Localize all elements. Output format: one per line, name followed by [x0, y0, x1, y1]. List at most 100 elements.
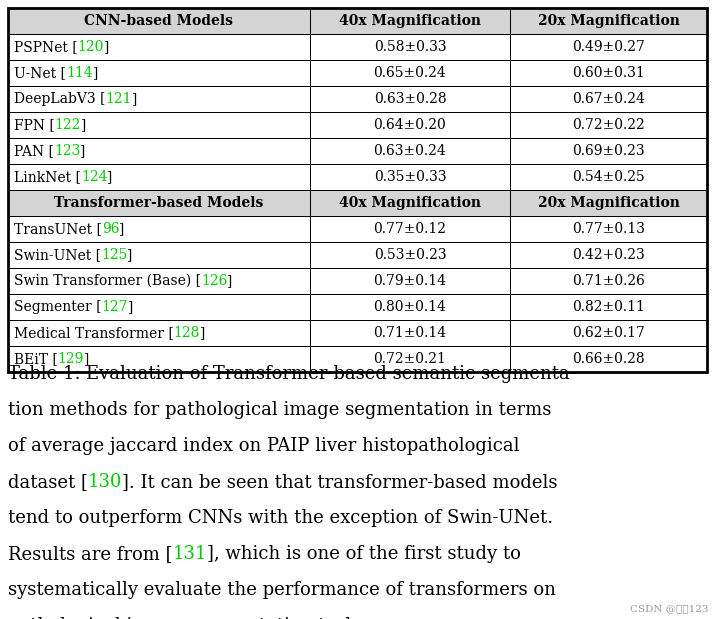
Bar	[8, 268, 310, 294]
Text: 0.71±0.14: 0.71±0.14	[373, 326, 447, 340]
Text: pathological image segmentation task.: pathological image segmentation task.	[8, 617, 363, 619]
Bar	[8, 8, 707, 34]
Bar	[8, 216, 310, 242]
Text: 0.42+0.23: 0.42+0.23	[572, 248, 645, 262]
Bar	[8, 164, 310, 190]
Bar	[8, 346, 707, 372]
Bar	[310, 320, 510, 346]
Bar	[310, 216, 510, 242]
Text: 127: 127	[102, 300, 128, 314]
Text: LinkNet [: LinkNet [	[14, 170, 81, 184]
Text: 0.49±0.27: 0.49±0.27	[572, 40, 645, 54]
Bar	[8, 60, 310, 86]
Text: 0.63±0.24: 0.63±0.24	[374, 144, 446, 158]
Text: 96: 96	[102, 222, 119, 236]
Bar	[8, 8, 310, 34]
Text: 40x Magnification: 40x Magnification	[339, 14, 481, 28]
Text: 0.53±0.23: 0.53±0.23	[374, 248, 446, 262]
Text: Evaluation of Transformer-based semantic segmenta-: Evaluation of Transformer-based semantic…	[87, 365, 576, 383]
Bar	[510, 86, 707, 112]
Text: ]. It can be seen that transformer-based models: ]. It can be seen that transformer-based…	[122, 473, 558, 491]
Text: 0.72±0.22: 0.72±0.22	[572, 118, 645, 132]
Text: tend to outperform CNNs with the exception of Swin-UNet.: tend to outperform CNNs with the excepti…	[8, 509, 553, 527]
Text: 131: 131	[172, 545, 207, 563]
Text: 0.82±0.11: 0.82±0.11	[572, 300, 645, 314]
Bar	[310, 138, 510, 164]
Text: 0.71±0.26: 0.71±0.26	[572, 274, 645, 288]
Text: ]: ]	[132, 92, 137, 106]
Bar	[510, 60, 707, 86]
Text: 0.63±0.28: 0.63±0.28	[374, 92, 446, 106]
Text: 20x Magnification: 20x Magnification	[538, 196, 679, 210]
Text: ]: ]	[127, 248, 133, 262]
Bar	[8, 294, 707, 320]
Bar	[510, 138, 707, 164]
Text: 0.67±0.24: 0.67±0.24	[572, 92, 645, 106]
Bar	[310, 190, 510, 216]
Bar	[510, 190, 707, 216]
Text: U-Net [: U-Net [	[14, 66, 66, 80]
Bar	[310, 294, 510, 320]
Bar	[8, 190, 310, 216]
Text: ]: ]	[119, 222, 124, 236]
Text: 123: 123	[54, 144, 80, 158]
Text: Swin Transformer (Base) [: Swin Transformer (Base) [	[14, 274, 201, 288]
Text: Transformer-based Models: Transformer-based Models	[54, 196, 264, 210]
Bar	[510, 320, 707, 346]
Bar	[510, 242, 707, 268]
Text: Medical Transformer [: Medical Transformer [	[14, 326, 174, 340]
Text: Table 1:: Table 1:	[8, 365, 87, 383]
Bar	[8, 320, 707, 346]
Text: PSPNet [: PSPNet [	[14, 40, 78, 54]
Text: 0.64±0.20: 0.64±0.20	[374, 118, 446, 132]
Text: 0.58±0.33: 0.58±0.33	[374, 40, 446, 54]
Text: 0.79±0.14: 0.79±0.14	[373, 274, 446, 288]
Text: 40x Magnification: 40x Magnification	[339, 196, 481, 210]
Bar	[8, 164, 707, 190]
Text: ]: ]	[200, 326, 205, 340]
Bar	[510, 216, 707, 242]
Bar	[8, 60, 707, 86]
Bar	[310, 60, 510, 86]
Text: ]: ]	[92, 66, 98, 80]
Text: Results are from [: Results are from [	[8, 545, 172, 563]
Bar	[310, 242, 510, 268]
Text: 0.62±0.17: 0.62±0.17	[572, 326, 645, 340]
Text: ], which is one of the first study to: ], which is one of the first study to	[207, 545, 521, 563]
Text: 125: 125	[101, 248, 127, 262]
Bar	[510, 346, 707, 372]
Text: 0.80±0.14: 0.80±0.14	[373, 300, 446, 314]
Bar	[510, 34, 707, 60]
Text: ]: ]	[104, 40, 109, 54]
Bar	[8, 34, 310, 60]
Bar	[310, 346, 510, 372]
Bar	[8, 216, 707, 242]
Text: ]: ]	[81, 118, 87, 132]
Bar	[8, 86, 707, 112]
Text: 120: 120	[78, 40, 104, 54]
Text: FPN [: FPN [	[14, 118, 55, 132]
Bar	[8, 112, 310, 138]
Bar	[8, 346, 310, 372]
Text: BEiT [: BEiT [	[14, 352, 58, 366]
Text: CNN-based Models: CNN-based Models	[84, 14, 234, 28]
Text: Swin-UNet [: Swin-UNet [	[14, 248, 101, 262]
Bar	[510, 268, 707, 294]
Text: 126: 126	[201, 274, 227, 288]
Text: 20x Magnification: 20x Magnification	[538, 14, 679, 28]
Text: PAN [: PAN [	[14, 144, 54, 158]
Bar	[310, 112, 510, 138]
Text: DeepLabV3 [: DeepLabV3 [	[14, 92, 105, 106]
Bar	[510, 112, 707, 138]
Text: tion methods for pathological image segmentation in terms: tion methods for pathological image segm…	[8, 401, 551, 419]
Text: CSDN @麻瓜123: CSDN @麻瓜123	[631, 604, 709, 613]
Bar	[8, 242, 310, 268]
Text: 0.35±0.33: 0.35±0.33	[374, 170, 446, 184]
Text: 121: 121	[105, 92, 132, 106]
Text: 0.77±0.13: 0.77±0.13	[572, 222, 645, 236]
Bar	[8, 138, 310, 164]
Bar	[8, 8, 707, 372]
Bar	[8, 294, 310, 320]
Bar	[8, 320, 310, 346]
Bar	[8, 190, 707, 216]
